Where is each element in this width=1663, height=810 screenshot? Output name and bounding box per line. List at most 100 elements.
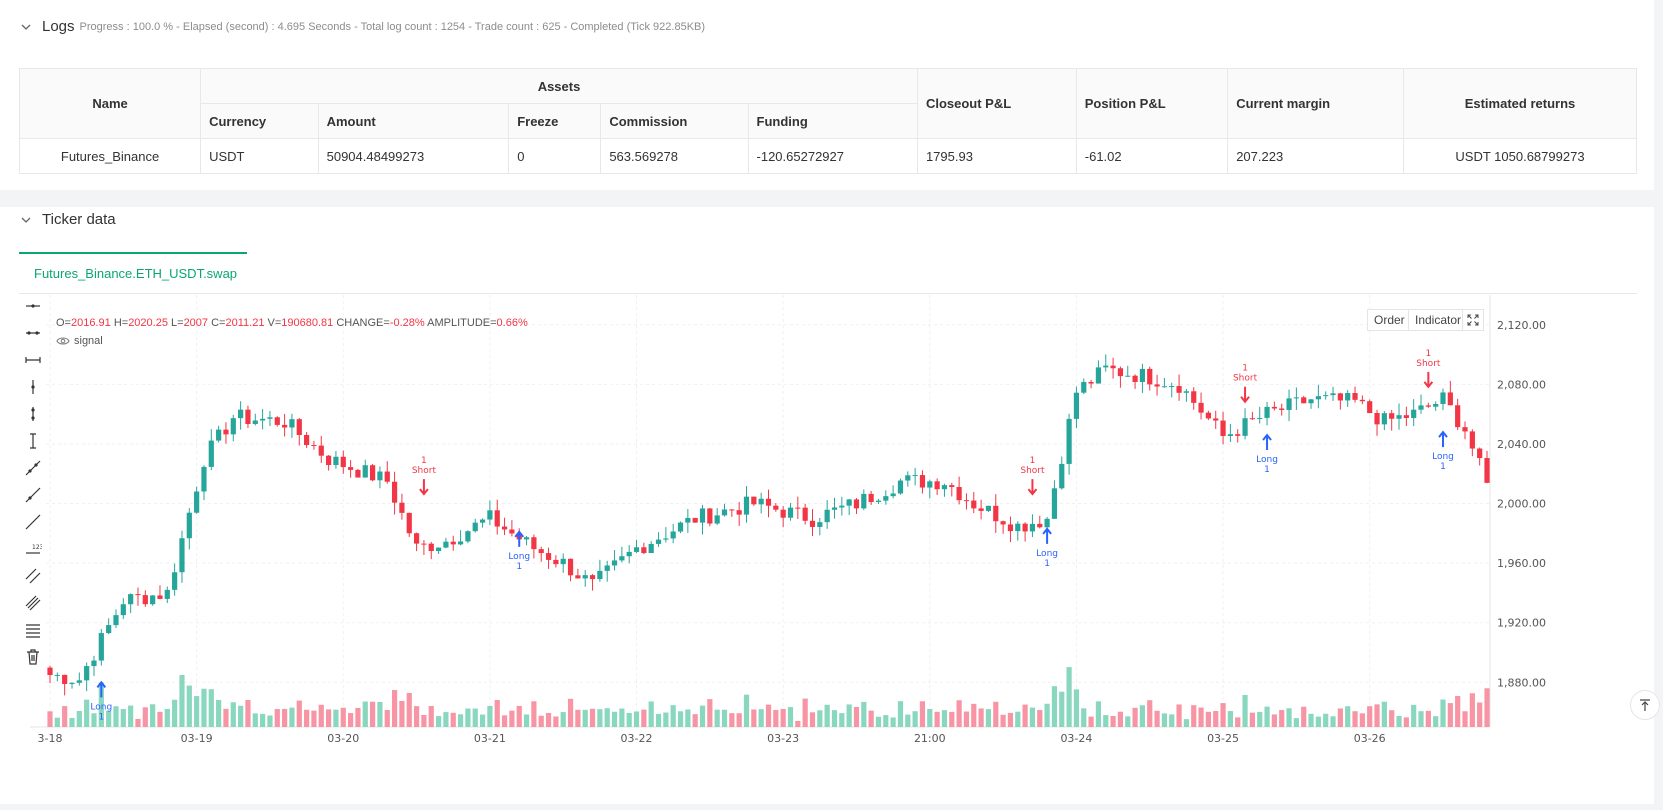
volume-bar xyxy=(501,715,508,727)
volume-label: V= xyxy=(267,317,282,329)
volume-bar xyxy=(260,713,266,727)
short-arrow-icon xyxy=(1423,371,1434,389)
volume-bar xyxy=(252,713,258,727)
amplitude-value: 0.66% xyxy=(496,317,528,329)
candle-body xyxy=(1073,392,1080,419)
long-arrow-icon xyxy=(96,680,107,698)
long-arrow-icon xyxy=(1262,433,1272,451)
order-button[interactable]: Order xyxy=(1367,309,1412,331)
volume-bar xyxy=(47,711,53,727)
candle-body xyxy=(553,559,559,565)
short-signal-qty: 1 xyxy=(1030,456,1036,466)
volume-bar xyxy=(1469,693,1475,727)
horizontal-ray-icon[interactable] xyxy=(24,297,42,315)
ticker-header[interactable]: Ticker data xyxy=(18,211,116,228)
col-name: Name xyxy=(18,68,202,139)
x-tick-label: 03-21 xyxy=(474,732,506,745)
candle-body xyxy=(1469,431,1475,449)
candle-body xyxy=(62,674,68,684)
long-signal-qty: 1 xyxy=(1044,559,1050,569)
volume-bar xyxy=(1389,710,1395,727)
candle-body xyxy=(479,519,486,523)
volume-bar xyxy=(1374,704,1380,727)
volume-bar xyxy=(245,700,251,727)
volume-bar xyxy=(611,711,618,727)
horizontal-segment-icon[interactable] xyxy=(24,351,42,369)
volume-bar xyxy=(787,707,794,727)
parallel-channel-icon[interactable] xyxy=(24,567,42,585)
vertical-line-icon[interactable] xyxy=(24,405,42,423)
logs-header[interactable]: Logs Progress : 100.0 % - Elapsed (secon… xyxy=(18,18,705,35)
candle-body xyxy=(545,553,552,560)
candle-body xyxy=(1433,404,1439,407)
volume-bar xyxy=(1029,707,1036,727)
col-freeze: Freeze xyxy=(508,103,602,139)
cell-position: -61.02 xyxy=(1075,138,1229,174)
pitchfork-icon[interactable] xyxy=(24,594,42,612)
x-tick-label: 03-20 xyxy=(327,732,359,745)
volume-bar xyxy=(523,714,530,727)
signal-legend[interactable]: signal xyxy=(56,335,103,347)
long-signal-qty: 1 xyxy=(98,712,104,722)
volume-bar xyxy=(861,701,867,727)
horizontal-line-icon[interactable] xyxy=(24,324,42,342)
indicator-button[interactable]: Indicator xyxy=(1408,309,1469,331)
candle-body xyxy=(1264,406,1270,418)
volume-bar xyxy=(1477,702,1483,727)
volume-bar xyxy=(582,709,588,727)
ray-line-icon[interactable] xyxy=(24,486,42,504)
ticker-panel: Ticker data Futures_Binance.ETH_USDT.swa… xyxy=(0,207,1660,804)
candle-body xyxy=(1477,448,1483,459)
volume-bar xyxy=(340,707,346,727)
candle-body xyxy=(1022,523,1028,532)
price-label-icon[interactable]: 123 xyxy=(24,540,42,558)
candle-body xyxy=(699,508,706,523)
extended-line-icon[interactable] xyxy=(24,513,42,531)
scroll-to-latest-button[interactable] xyxy=(1630,690,1660,720)
volume-bar xyxy=(846,704,852,727)
candle-body xyxy=(875,500,882,503)
candle-body xyxy=(113,615,119,626)
candle-body xyxy=(1323,395,1329,397)
vertical-segment-icon[interactable] xyxy=(24,432,42,450)
y-tick-label: 2,040.00 xyxy=(1497,438,1546,451)
candle-body xyxy=(1205,412,1211,419)
volume-bar xyxy=(1462,711,1468,727)
candle-body xyxy=(164,589,170,599)
candle-body xyxy=(677,522,684,532)
candle-body xyxy=(260,418,266,421)
candle-body xyxy=(1110,365,1116,369)
volume-bar xyxy=(347,713,354,727)
candle-body xyxy=(369,465,376,481)
volume-bar xyxy=(69,717,75,727)
chevron-down-icon[interactable] xyxy=(18,19,34,35)
volume-bar xyxy=(677,711,684,727)
vertical-ray-icon[interactable] xyxy=(24,378,42,396)
eye-icon[interactable] xyxy=(56,336,70,346)
volume-bar xyxy=(1169,714,1175,727)
volume-bar xyxy=(1205,711,1211,727)
chevron-down-icon[interactable] xyxy=(18,212,34,228)
trash-icon[interactable] xyxy=(24,648,42,666)
candle-body xyxy=(1066,418,1072,464)
tab-eth-usdt-swap[interactable]: Futures_Binance.ETH_USDT.swap xyxy=(19,252,247,293)
fib-retracement-icon[interactable] xyxy=(24,621,42,639)
candle-body xyxy=(230,418,236,435)
volume-bar xyxy=(223,708,229,727)
volume-bar xyxy=(531,701,537,727)
candle-body xyxy=(304,435,310,446)
candle-body xyxy=(1345,393,1351,401)
fullscreen-button[interactable] xyxy=(1462,309,1484,331)
candle-body xyxy=(1279,408,1285,410)
candlestick-chart[interactable]: 1,880.00 1,920.00 1,960.00 2,000.00 2,040.00… xyxy=(0,207,1654,804)
volume-bar xyxy=(670,705,676,727)
candle-body xyxy=(809,520,816,527)
volume-bar xyxy=(795,720,801,727)
candle-body xyxy=(47,667,53,676)
trend-line-icon[interactable] xyxy=(24,459,42,477)
candle-body xyxy=(1227,434,1233,437)
candle-body xyxy=(707,508,713,524)
close-label: C= xyxy=(211,317,226,329)
short-signal-label: Short xyxy=(1020,466,1045,476)
x-tick-label: 03-22 xyxy=(621,732,653,745)
